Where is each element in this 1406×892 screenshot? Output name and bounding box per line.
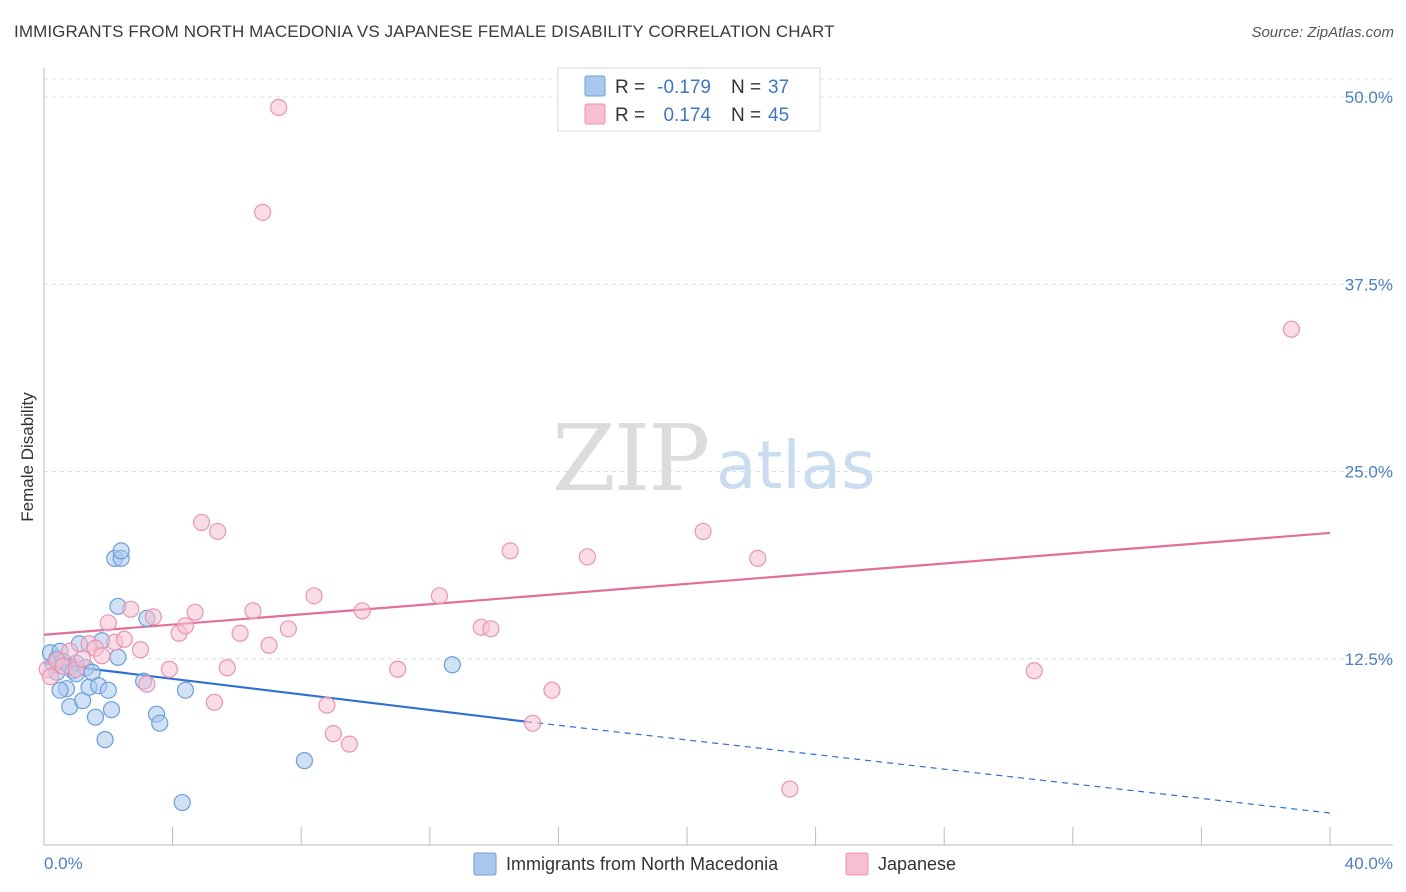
series-legend-swatch-blue (473, 852, 497, 876)
trend-lines (43, 531, 1331, 814)
point-japanese (524, 714, 542, 732)
legend-r-label-2: R = (615, 105, 645, 126)
legend-r-label-1: R = (615, 77, 645, 98)
legend-swatch-pink (584, 103, 606, 125)
source-label: Source: ZipAtlas.com (1251, 24, 1394, 41)
point-japanese (254, 203, 272, 221)
legend-n-value-2: 45 (768, 105, 789, 126)
legend-swatch-blue (584, 75, 606, 97)
y-tick-label: 12.5% (1345, 650, 1393, 669)
x-tick-label-max: 40.0% (1345, 854, 1393, 873)
point-japanese (192, 513, 211, 532)
series-legend-label-pink: Japanese (878, 854, 956, 874)
point-japanese (138, 675, 156, 693)
grid-lines (44, 78, 1393, 660)
axes (43, 68, 1393, 846)
point-japanese (218, 659, 236, 677)
point-japanese (209, 522, 227, 541)
correlation-legend: R = -0.179 N = 37 R = 0.174 N = 45 (557, 67, 821, 132)
watermark-atlas: atlas (716, 427, 876, 504)
point-japanese (93, 647, 111, 665)
watermark-zip: ZIP (552, 405, 708, 512)
point-north-macedonia (112, 542, 130, 560)
trend-line-pink (43, 531, 1331, 636)
y-tick-label: 25.0% (1345, 463, 1393, 482)
point-japanese (318, 696, 336, 714)
point-north-macedonia (176, 681, 195, 699)
point-japanese (340, 735, 359, 753)
series-legend-swatch-pink (845, 852, 869, 876)
point-japanese (578, 548, 596, 566)
point-japanese (205, 693, 223, 711)
point-japanese (353, 602, 371, 620)
point-japanese (1282, 320, 1301, 338)
point-japanese (160, 660, 178, 678)
point-north-macedonia (173, 793, 191, 812)
point-japanese (122, 600, 140, 618)
point-japanese (244, 602, 262, 620)
point-japanese (501, 542, 519, 560)
point-north-macedonia (51, 681, 69, 699)
point-japanese (144, 608, 162, 626)
point-japanese (749, 549, 767, 567)
data-points (38, 98, 1301, 812)
chart-title: IMMIGRANTS FROM NORTH MACEDONIA VS JAPAN… (14, 22, 835, 41)
point-north-macedonia (96, 731, 114, 749)
point-japanese (131, 641, 150, 659)
point-north-macedonia (86, 708, 105, 726)
point-japanese (176, 617, 195, 635)
trend-line-blue-extension (526, 721, 1331, 814)
point-japanese (186, 603, 204, 621)
point-japanese (270, 98, 288, 117)
legend-r-value-2: 0.174 (663, 105, 711, 126)
series-legend-label-blue: Immigrants from North Macedonia (506, 854, 779, 874)
point-japanese (115, 630, 133, 648)
point-japanese (41, 668, 60, 686)
point-japanese (389, 660, 407, 678)
point-japanese (781, 780, 799, 798)
point-japanese (482, 620, 500, 638)
point-japanese (231, 624, 249, 642)
point-north-macedonia (99, 681, 117, 699)
legend-n-value-1: 37 (768, 77, 789, 98)
x-tick-label-min: 0.0% (44, 854, 83, 873)
point-japanese (279, 620, 297, 638)
point-north-macedonia (151, 714, 169, 732)
point-japanese (73, 650, 92, 668)
point-japanese (1025, 662, 1043, 680)
y-tick-label: 37.5% (1345, 275, 1393, 294)
point-japanese (99, 614, 117, 632)
point-japanese (260, 636, 278, 654)
series-legend: Immigrants from North Macedonia Japanese (473, 852, 956, 876)
point-japanese (61, 642, 79, 660)
point-japanese (430, 587, 449, 605)
trend-line-blue (43, 662, 527, 723)
point-north-macedonia (443, 656, 461, 674)
point-japanese (543, 681, 561, 699)
y-tick-label: 50.0% (1345, 88, 1393, 107)
y-tick-labels: 12.5% 25.0% 37.5% 50.0% (1345, 88, 1393, 669)
point-north-macedonia (102, 701, 121, 719)
point-japanese (324, 725, 342, 743)
point-north-macedonia (295, 752, 314, 770)
point-north-macedonia (109, 648, 127, 666)
legend-n-label-2: N = (731, 105, 761, 126)
y-axis-title: Female Disability (18, 392, 37, 522)
legend-r-value-1: -0.179 (657, 77, 711, 98)
point-japanese (305, 587, 323, 605)
legend-n-label-1: N = (731, 77, 761, 98)
point-japanese (694, 522, 712, 541)
